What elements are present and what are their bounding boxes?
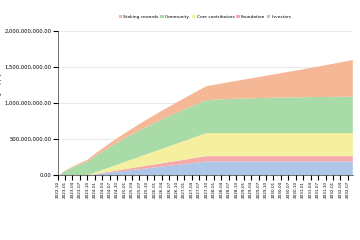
Y-axis label: Total circulating Supply: Total circulating Supply — [0, 72, 1, 134]
Legend: Staking rewards, Community, Core contributors, Foundation, Investors: Staking rewards, Community, Core contrib… — [119, 15, 292, 19]
